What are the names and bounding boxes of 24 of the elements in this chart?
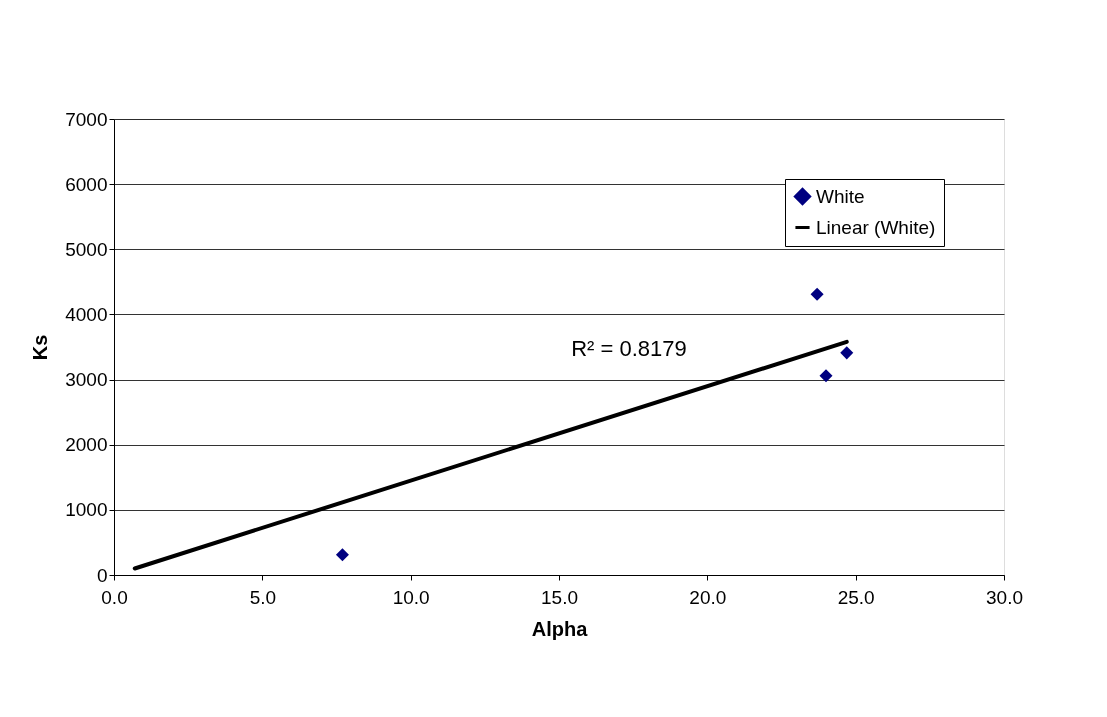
- point: [335, 548, 349, 562]
- x-tick-label: 25.0: [837, 586, 875, 608]
- legend-label: White: [816, 185, 865, 207]
- y-tick-label: 3000: [65, 369, 108, 391]
- y-tick-label: 0: [96, 564, 108, 586]
- y-tick-label: 6000: [65, 173, 108, 195]
- x-tick-label: 15.0: [541, 586, 578, 608]
- point: [810, 287, 824, 301]
- y-tick-label: 1000: [65, 499, 108, 521]
- y-tick-label: 7000: [65, 108, 108, 130]
- x-tick-label: 30.0: [986, 586, 1023, 608]
- x-tick-label: 0.0: [101, 586, 128, 608]
- legend-label: Linear (White): [816, 216, 936, 238]
- point: [819, 369, 833, 383]
- y-tick-label: 2000: [65, 434, 108, 456]
- annotation: R² = 0.8179: [571, 336, 687, 361]
- x-tick-label: 10.0: [392, 586, 430, 608]
- x-tick-label: 20.0: [689, 586, 727, 608]
- x-tick-label: 5.0: [249, 586, 277, 608]
- y-tick-label: 5000: [65, 238, 108, 260]
- point: [840, 346, 854, 360]
- y-axis-title: Ks: [29, 334, 52, 361]
- x-axis-title: Alpha: [531, 617, 589, 640]
- y-tick-label: 4000: [65, 303, 108, 325]
